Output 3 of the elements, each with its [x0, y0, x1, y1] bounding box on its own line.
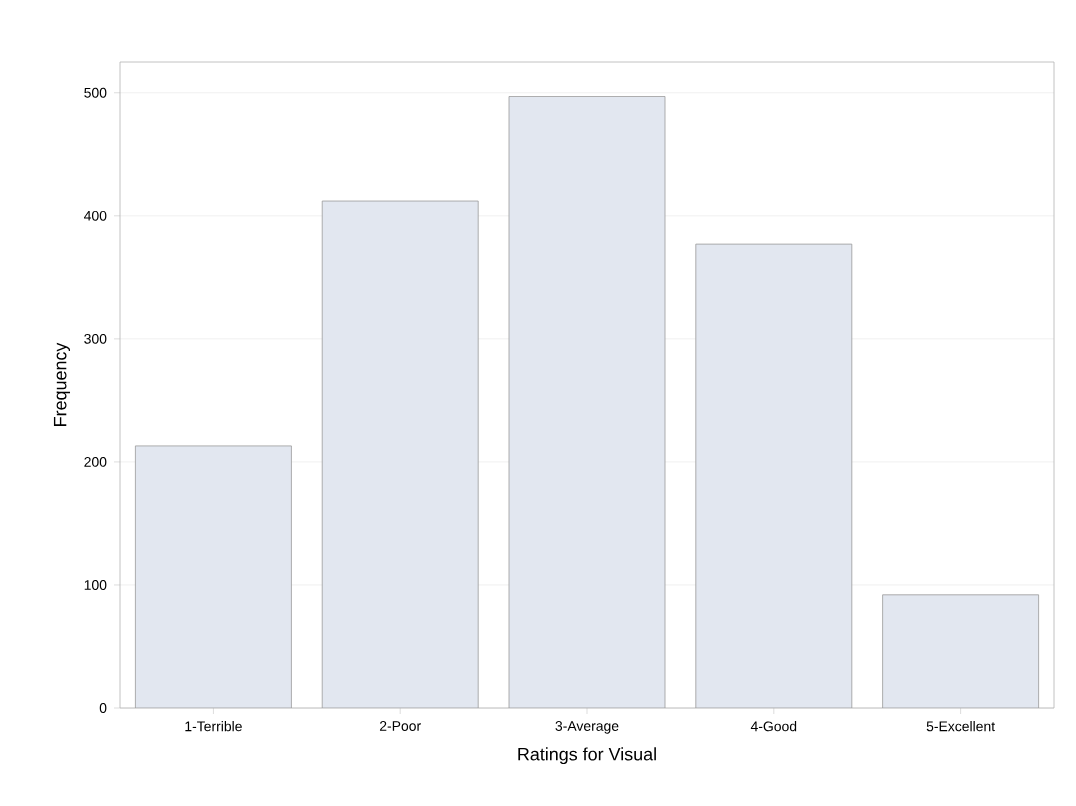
x-axis-title: Ratings for Visual: [518, 747, 656, 765]
y-axis-title: Frequency: [53, 342, 71, 426]
bar: [882, 594, 1040, 708]
